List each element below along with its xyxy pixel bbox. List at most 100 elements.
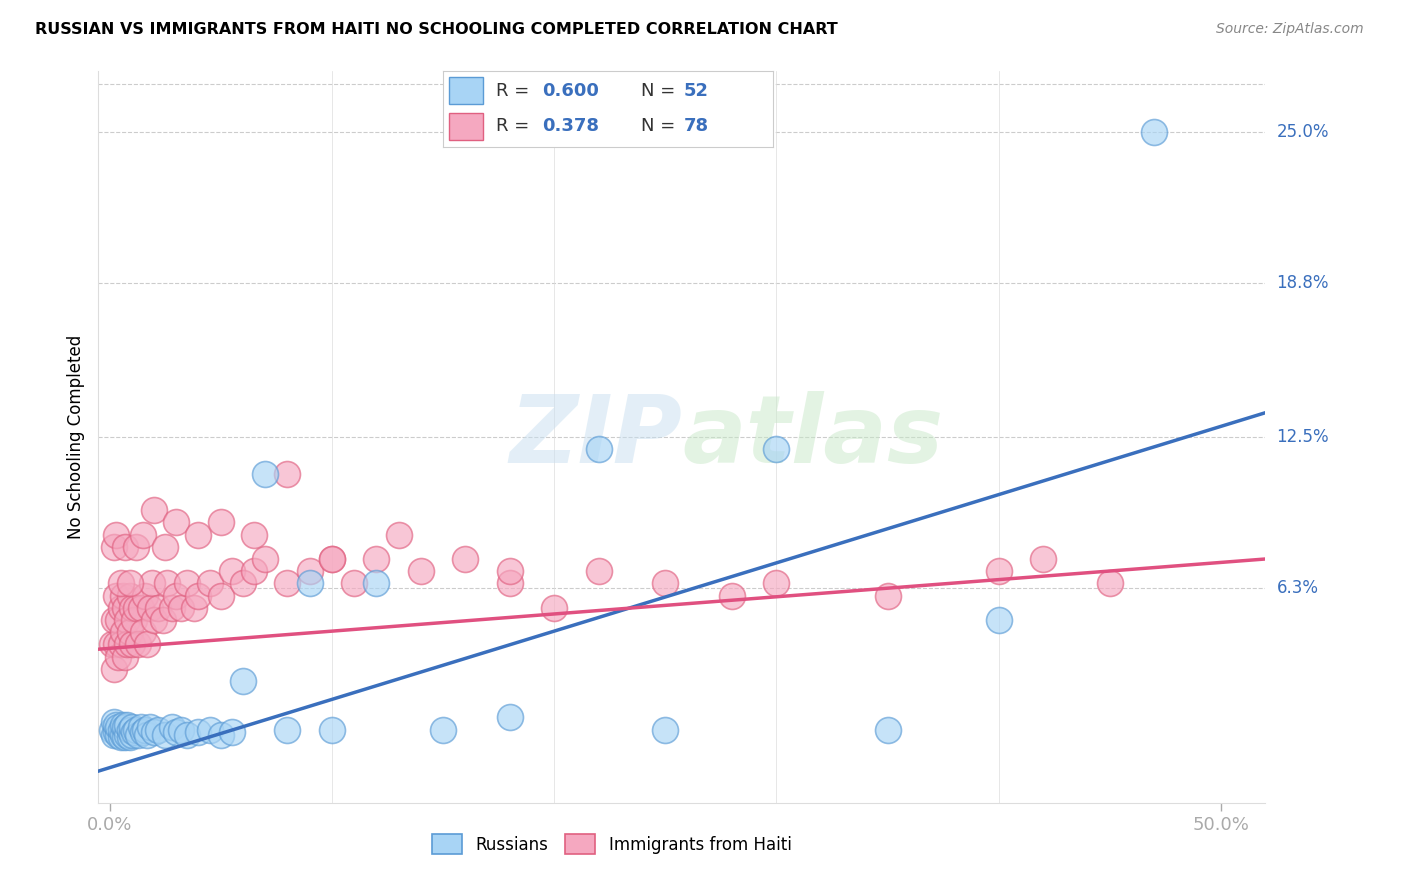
Point [432, 723, 454, 737]
Point [103, 662, 125, 676]
Point [100, 637, 122, 651]
Point [876, 723, 898, 737]
Point [243, 527, 266, 541]
Point [254, 467, 277, 481]
Point [498, 710, 520, 724]
Point [187, 589, 209, 603]
Point [276, 723, 298, 737]
Point [143, 613, 166, 627]
Point [117, 613, 139, 627]
Point [103, 715, 125, 730]
Point [276, 467, 298, 481]
Point [165, 589, 187, 603]
Point [141, 576, 163, 591]
Point [156, 576, 179, 591]
Point [176, 576, 198, 591]
Point [107, 613, 129, 627]
Text: N =: N = [641, 118, 675, 136]
Text: N =: N = [641, 82, 675, 100]
Point [498, 564, 520, 578]
Point [765, 576, 787, 591]
Point [209, 516, 232, 530]
Point [114, 720, 136, 734]
Point [117, 718, 139, 732]
Point [366, 576, 388, 591]
Text: Source: ZipAtlas.com: Source: ZipAtlas.com [1216, 22, 1364, 37]
Point [543, 600, 565, 615]
Point [1098, 576, 1121, 591]
Point [187, 527, 209, 541]
Point [111, 727, 134, 741]
Point [153, 727, 176, 741]
Point [110, 576, 132, 591]
Point [654, 723, 676, 737]
Point [125, 600, 148, 615]
Point [276, 576, 298, 591]
Point [232, 576, 254, 591]
Text: 6.3%: 6.3% [1277, 579, 1319, 598]
Point [105, 637, 128, 651]
Point [366, 552, 388, 566]
Point [132, 725, 155, 739]
Point [321, 552, 343, 566]
Point [105, 718, 128, 732]
Point [987, 613, 1010, 627]
Point [110, 600, 132, 615]
Text: 12.5%: 12.5% [1277, 428, 1329, 446]
Text: 0.600: 0.600 [543, 82, 599, 100]
Point [121, 720, 143, 734]
Point [165, 725, 187, 739]
Point [987, 564, 1010, 578]
Point [298, 576, 321, 591]
Point [765, 442, 787, 457]
Point [134, 723, 156, 737]
Point [138, 600, 160, 615]
Point [160, 720, 183, 734]
Point [125, 723, 148, 737]
Point [198, 576, 221, 591]
Text: R =: R = [496, 82, 529, 100]
Point [148, 723, 170, 737]
Text: ZIP: ZIP [509, 391, 682, 483]
Text: R =: R = [496, 118, 529, 136]
Point [105, 725, 128, 739]
Point [588, 564, 610, 578]
Point [136, 637, 159, 651]
Point [387, 527, 409, 541]
Point [136, 727, 159, 741]
Point [129, 720, 152, 734]
Point [103, 727, 125, 741]
Point [232, 673, 254, 688]
Point [132, 527, 155, 541]
Point [321, 552, 343, 566]
Point [1143, 125, 1166, 139]
Legend: Russians, Immigrants from Haiti: Russians, Immigrants from Haiti [426, 828, 799, 860]
Point [187, 725, 209, 739]
Point [107, 720, 129, 734]
Point [121, 637, 143, 651]
Point [1032, 552, 1054, 566]
Point [122, 725, 145, 739]
Point [118, 723, 141, 737]
Point [143, 503, 166, 517]
Point [183, 600, 205, 615]
Point [160, 600, 183, 615]
Text: atlas: atlas [682, 391, 943, 483]
Point [654, 576, 676, 591]
Point [105, 589, 128, 603]
Point [152, 613, 174, 627]
Point [127, 727, 149, 741]
Point [454, 552, 477, 566]
FancyBboxPatch shape [450, 113, 482, 140]
Point [114, 649, 136, 664]
Point [114, 540, 136, 554]
Point [110, 723, 132, 737]
Point [103, 540, 125, 554]
Point [198, 723, 221, 737]
Point [209, 589, 232, 603]
Point [254, 552, 277, 566]
Point [165, 516, 187, 530]
Point [143, 725, 166, 739]
Point [107, 727, 129, 741]
Point [127, 637, 149, 651]
